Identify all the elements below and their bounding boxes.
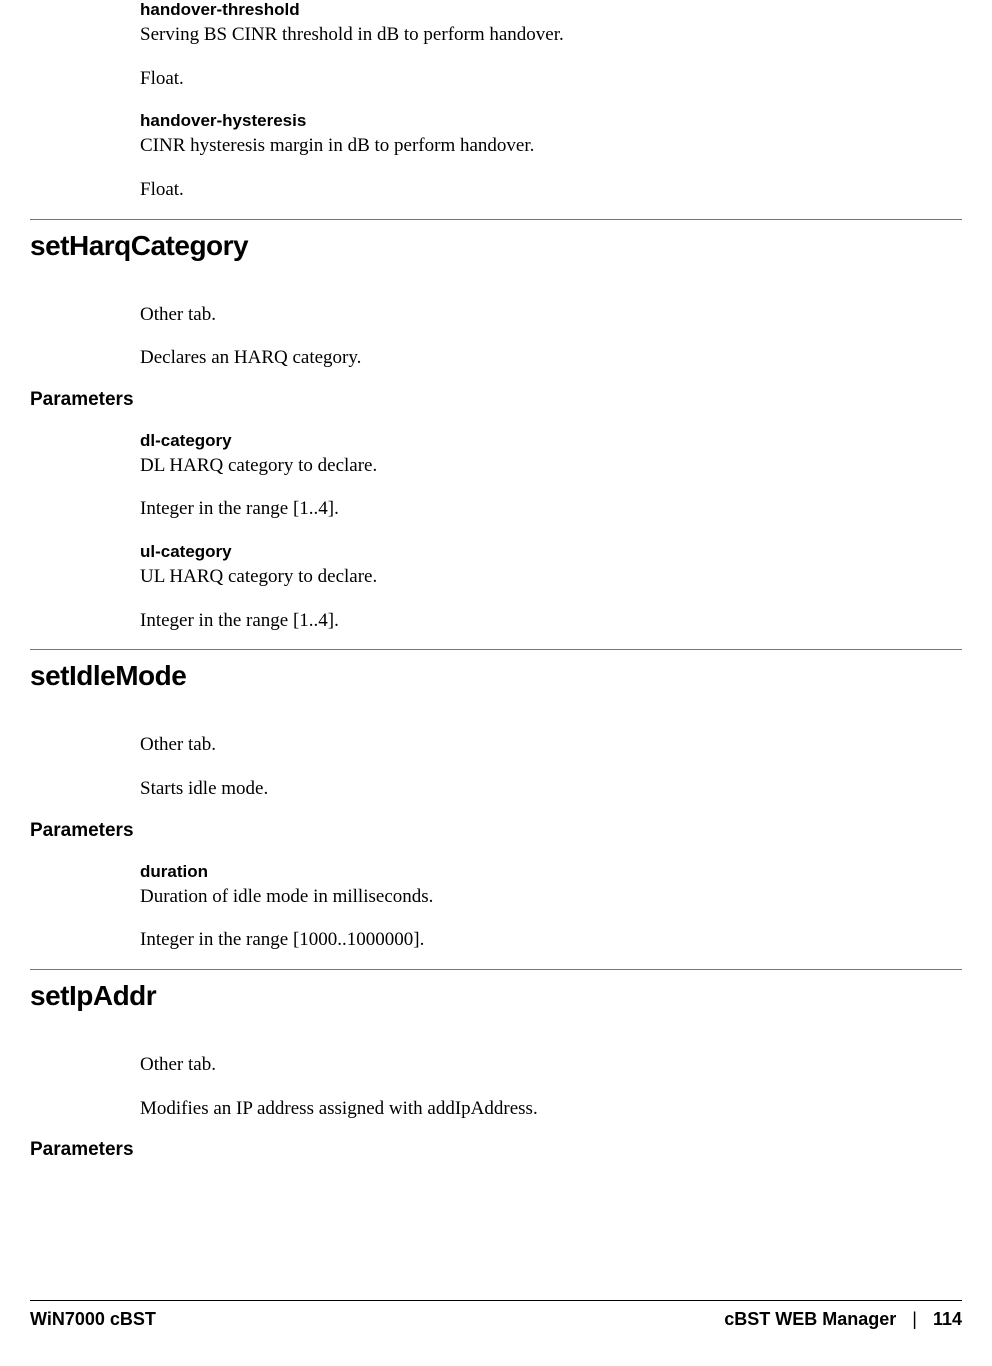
param-desc: Duration of idle mode in milliseconds. bbox=[140, 884, 902, 910]
section-summary: Declares an HARQ category. bbox=[140, 345, 902, 371]
param-type: Float. bbox=[140, 66, 902, 92]
footer-separator: | bbox=[912, 1309, 917, 1330]
footer-page-number: 114 bbox=[933, 1309, 962, 1330]
section-summary: Modifies an IP address assigned with add… bbox=[140, 1096, 902, 1122]
param-name: handover-threshold bbox=[140, 0, 902, 20]
section-divider bbox=[30, 649, 962, 650]
section-divider bbox=[30, 969, 962, 970]
section-heading: setIpAddr bbox=[30, 980, 962, 1012]
section-heading: setHarqCategory bbox=[30, 230, 962, 262]
param-desc: DL HARQ category to declare. bbox=[140, 453, 902, 479]
param-name: ul-category bbox=[140, 542, 902, 562]
footer-right: cBST WEB Manager | 114 bbox=[724, 1309, 962, 1330]
content-area: handover-threshold Serving BS CINR thres… bbox=[0, 0, 992, 1161]
section-tab: Other tab. bbox=[140, 302, 902, 328]
param-name: dl-category bbox=[140, 431, 902, 451]
param-type: Integer in the range [1000..1000000]. bbox=[140, 927, 902, 953]
param-name: handover-hysteresis bbox=[140, 111, 902, 131]
param-type: Integer in the range [1..4]. bbox=[140, 608, 902, 634]
param-desc: CINR hysteresis margin in dB to perform … bbox=[140, 133, 902, 159]
param-desc: UL HARQ category to declare. bbox=[140, 564, 902, 590]
param-desc: Serving BS CINR threshold in dB to perfo… bbox=[140, 22, 902, 48]
parameters-label: Parameters bbox=[30, 389, 962, 411]
section-divider bbox=[30, 219, 962, 220]
param-name: duration bbox=[140, 862, 902, 882]
section-tab: Other tab. bbox=[140, 732, 902, 758]
page-footer: WiN7000 cBST cBST WEB Manager | 114 bbox=[30, 1300, 962, 1330]
footer-left-text: WiN7000 cBST bbox=[30, 1309, 156, 1330]
section-body: Other tab. Declares an HARQ category. bbox=[140, 302, 902, 371]
footer-right-label: cBST WEB Manager bbox=[724, 1309, 896, 1330]
section-summary: Starts idle mode. bbox=[140, 776, 902, 802]
param-type: Integer in the range [1..4]. bbox=[140, 496, 902, 522]
section-heading: setIdleMode bbox=[30, 660, 962, 692]
section-body: Other tab. Starts idle mode. bbox=[140, 732, 902, 801]
pre-params-block: handover-threshold Serving BS CINR thres… bbox=[140, 0, 902, 203]
section-body: Other tab. Modifies an IP address assign… bbox=[140, 1052, 902, 1121]
params-block: dl-category DL HARQ category to declare.… bbox=[140, 431, 902, 634]
parameters-label: Parameters bbox=[30, 1139, 962, 1161]
param-type: Float. bbox=[140, 177, 902, 203]
page: handover-threshold Serving BS CINR thres… bbox=[0, 0, 992, 1366]
parameters-label: Parameters bbox=[30, 820, 962, 842]
section-tab: Other tab. bbox=[140, 1052, 902, 1078]
params-block: duration Duration of idle mode in millis… bbox=[140, 862, 902, 953]
